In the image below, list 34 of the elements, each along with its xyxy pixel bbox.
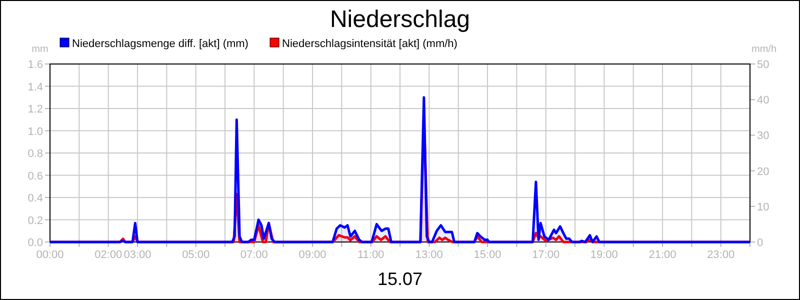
x-tick-label: 11:00 [357,249,384,261]
y-tick-label: 0.8 [28,148,43,160]
x-tick-label: 00:00 [36,249,64,261]
y-tick-label: 1.6 [28,59,43,71]
chart-title: Niederschlag [330,6,470,33]
y-tick-label: 0.2 [28,214,43,227]
x-tick-label: 19:00 [590,249,618,261]
y-tick-label: 1.4 [28,81,43,94]
x-tick-label: 15:00 [474,249,502,261]
y-tick-label: 1.0 [28,126,43,138]
x-tick-label: 17:00 [532,249,560,261]
y-tick-label: 0.6 [28,170,43,182]
x-axis-title: 15.07 [377,269,423,289]
x-tick-label: 23:00 [707,249,735,261]
y2-tick-label: 30 [757,130,770,142]
y-tick-label: 0.0 [28,237,43,249]
y2-tick-label: 50 [757,59,770,71]
y-axis-title: mm [32,44,48,55]
y2-tick-label: 10 [757,201,770,214]
x-tick-label: 09:00 [298,249,326,261]
x-tick-label: 05:00 [182,249,210,261]
y-tick-label: 1.2 [28,104,43,116]
x-tick-label: 07:00 [240,249,268,261]
y-tick-label: 0.4 [28,192,43,204]
legend-label: Niederschlagsintensität [akt] (mm/h) [282,38,458,50]
x-tick-label: 03:00 [124,249,152,261]
x-tick-label: 02:00 [94,249,122,261]
y2-axis-title: mm/h [752,44,776,55]
x-tick-label: 13:00 [415,249,443,261]
y2-tick-label: 20 [757,166,770,178]
legend-label: Niederschlagsmenge diff. [akt] (mm) [72,38,248,50]
y2-tick-label: 40 [757,94,770,107]
x-tick-label: 21:00 [648,249,676,261]
y2-tick-label: 0 [757,237,764,249]
